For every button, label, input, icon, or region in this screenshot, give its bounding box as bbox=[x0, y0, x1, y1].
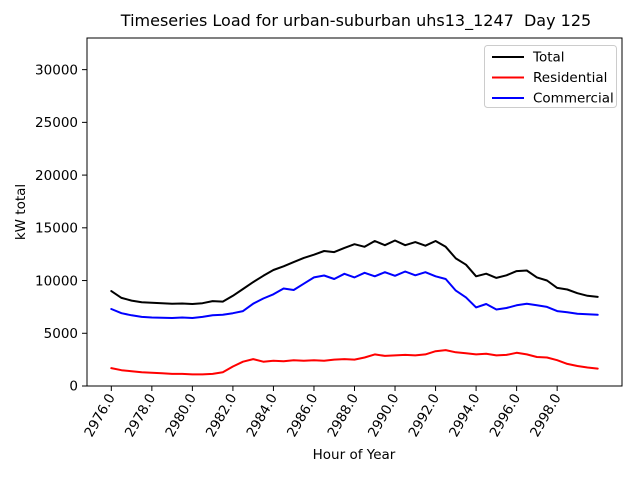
y-tick-label: 30000 bbox=[35, 62, 78, 78]
x-tick-label: 2978.0 bbox=[122, 391, 159, 440]
y-tick-label: 10000 bbox=[35, 273, 78, 289]
x-tick-label: 2998.0 bbox=[527, 391, 564, 440]
y-tick-label: 25000 bbox=[35, 115, 78, 131]
x-tick-label: 2976.0 bbox=[81, 391, 118, 440]
x-tick-label: 2992.0 bbox=[406, 391, 443, 440]
legend: Total Residential Commercial bbox=[484, 45, 617, 108]
x-tick-label: 2990.0 bbox=[365, 391, 402, 440]
x-axis-label: Hour of Year bbox=[313, 447, 396, 463]
legend-label-commercial: Commercial bbox=[533, 91, 614, 107]
series-lines bbox=[110, 239, 599, 376]
y-tick-label: 20000 bbox=[35, 168, 78, 184]
legend-box bbox=[484, 45, 617, 108]
x-tick-label: 2986.0 bbox=[284, 391, 321, 440]
chart-title: Timeseries Load for urban-suburban uhs13… bbox=[120, 11, 591, 31]
x-tick-label: 2994.0 bbox=[446, 391, 483, 440]
x-tick-label: 2996.0 bbox=[487, 391, 524, 440]
series-line-residential bbox=[110, 349, 599, 376]
x-tick-label: 2982.0 bbox=[203, 391, 240, 440]
x-tick-label: 2980.0 bbox=[162, 391, 199, 440]
axes-ticks: 0 5000 10000 15000 20000 25000 30000 2976.0 2978… bbox=[35, 62, 565, 440]
legend-label-residential: Residential bbox=[533, 70, 607, 86]
y-tick-label: 15000 bbox=[35, 221, 78, 237]
y-tick-label: 5000 bbox=[44, 326, 78, 342]
y-axis-label: kW total bbox=[13, 184, 29, 240]
series-line-commercial bbox=[110, 270, 599, 319]
legend-label-total: Total bbox=[532, 50, 565, 66]
series-line-total bbox=[110, 239, 599, 305]
y-tick-label: 0 bbox=[69, 379, 78, 395]
x-tick-label: 2988.0 bbox=[324, 391, 361, 440]
x-tick-label: 2984.0 bbox=[243, 391, 280, 440]
